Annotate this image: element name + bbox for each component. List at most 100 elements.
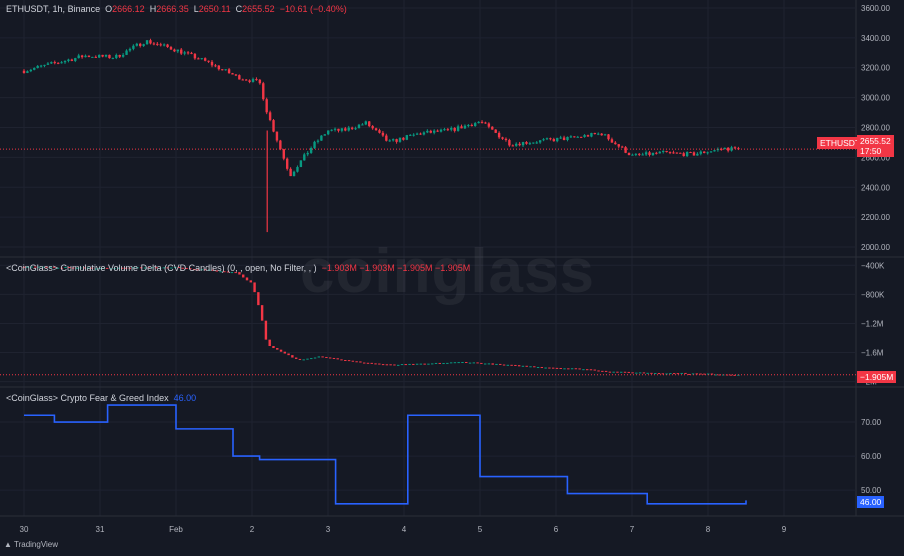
cvd-candle xyxy=(109,268,113,270)
candle-body xyxy=(532,142,535,144)
cvd-candle xyxy=(215,270,218,272)
cvd-candle xyxy=(415,363,419,365)
cvd-candle xyxy=(423,363,426,365)
cvd-candle xyxy=(189,268,192,270)
cvd-candle xyxy=(71,267,75,269)
candle-body xyxy=(620,146,624,148)
cvd-candle xyxy=(586,369,589,371)
cvd-candle xyxy=(75,267,79,269)
candle-body xyxy=(733,147,737,149)
cvd-candle xyxy=(657,373,661,375)
cvd-candle xyxy=(688,373,691,375)
cvd-candle xyxy=(264,320,268,340)
candle-body xyxy=(446,129,450,131)
candle-body xyxy=(344,128,347,131)
cvd-candle xyxy=(446,362,449,364)
cvd-candle xyxy=(200,269,203,271)
price-tick-label: 2200.00 xyxy=(861,213,890,222)
cvd-tick-label: −400K xyxy=(861,261,885,270)
cvd-candle xyxy=(650,372,653,374)
cvd-candle xyxy=(128,267,132,269)
candle-body xyxy=(508,140,511,146)
cvd-candle xyxy=(472,362,476,364)
cvd-legend[interactable]: <CoinGlass> Cumulative Volume Delta (CVD… xyxy=(6,263,470,273)
cvd-candle xyxy=(635,372,638,374)
cvd-candle xyxy=(468,362,472,364)
candle-body xyxy=(579,136,583,138)
price-info-line: ETHUSDT, 1h, Binance O2666.12 H2666.35 L… xyxy=(6,4,347,14)
fng-legend[interactable]: <CoinGlass> Crypto Fear & Greed Index 46… xyxy=(6,393,196,403)
candle-body xyxy=(395,139,398,142)
candle-body xyxy=(675,152,679,154)
candle-body xyxy=(169,47,173,50)
cvd-candle xyxy=(208,269,211,271)
candle-body xyxy=(63,60,67,63)
candle-body xyxy=(91,56,94,58)
candle-body xyxy=(600,133,603,136)
cvd-candle xyxy=(113,268,116,270)
candle-body xyxy=(340,128,344,131)
cvd-candle xyxy=(665,373,668,375)
candle-body xyxy=(545,138,549,140)
candle-body xyxy=(672,152,675,154)
x-tick-label: 6 xyxy=(554,525,559,534)
candle-body xyxy=(145,40,149,45)
cvd-candle xyxy=(593,369,596,371)
cvd-candle xyxy=(298,358,302,360)
symbol-label[interactable]: ETHUSDT xyxy=(6,4,48,14)
candle-body xyxy=(313,141,316,149)
candle-body xyxy=(460,126,463,129)
fng-indicator-name: <CoinGlass> Crypto Fear & Greed Index xyxy=(6,393,169,403)
exchange-label: Binance xyxy=(67,4,101,14)
x-tick-label: 2 xyxy=(250,525,255,534)
candle-body xyxy=(658,151,661,154)
candle-body xyxy=(371,126,374,129)
interval-label[interactable]: 1h xyxy=(52,4,63,14)
cvd-candle xyxy=(574,368,578,370)
cvd-candle xyxy=(540,367,544,369)
cvd-candle xyxy=(230,272,234,274)
tradingview-logo[interactable]: ▲ TradingView xyxy=(4,540,58,549)
cvd-candle xyxy=(449,362,453,364)
cvd-candle xyxy=(480,362,483,364)
candle-body xyxy=(597,133,600,135)
candle-body xyxy=(258,79,262,84)
cvd-candle xyxy=(249,280,252,283)
candle-body xyxy=(279,140,282,150)
candle-body xyxy=(631,154,634,156)
cvd-candle xyxy=(510,364,513,366)
cvd-candle xyxy=(68,266,71,268)
fng-tick-label: 70.00 xyxy=(861,418,882,427)
cvd-candle xyxy=(434,362,438,364)
candle-body xyxy=(429,130,432,133)
cvd-candle xyxy=(336,358,339,360)
cvd-candle xyxy=(691,373,695,375)
cvd-indicator-name: <CoinGlass> Cumulative Volume Delta (CVD… xyxy=(6,263,317,273)
candle-body xyxy=(186,52,190,54)
cvd-candle xyxy=(185,267,188,269)
cvd-candle xyxy=(412,363,415,365)
x-tick-label: 30 xyxy=(20,525,29,534)
candle-body xyxy=(402,137,405,140)
cvd-candle xyxy=(196,269,200,271)
candle-body xyxy=(405,135,409,140)
candle-body xyxy=(467,125,470,127)
candle-body xyxy=(474,123,477,126)
candle-body xyxy=(156,43,159,45)
cvd-candle xyxy=(362,362,366,364)
cvd-candle xyxy=(158,267,162,269)
cvd-candle xyxy=(166,267,169,269)
cvd-candle xyxy=(98,268,101,270)
cvd-candle xyxy=(268,339,271,347)
x-tick-label: 8 xyxy=(706,525,711,534)
candle-body xyxy=(39,65,43,67)
high-value: 2666.35 xyxy=(156,4,189,14)
brand-label: TradingView xyxy=(14,540,59,549)
candle-body xyxy=(419,133,422,135)
price-tick-label: 2400.00 xyxy=(861,183,890,192)
cvd-candle xyxy=(257,292,260,306)
candle-body xyxy=(586,135,590,137)
x-tick-label: 31 xyxy=(96,525,105,534)
candle-body xyxy=(463,125,467,129)
cvd-candle xyxy=(41,266,45,268)
